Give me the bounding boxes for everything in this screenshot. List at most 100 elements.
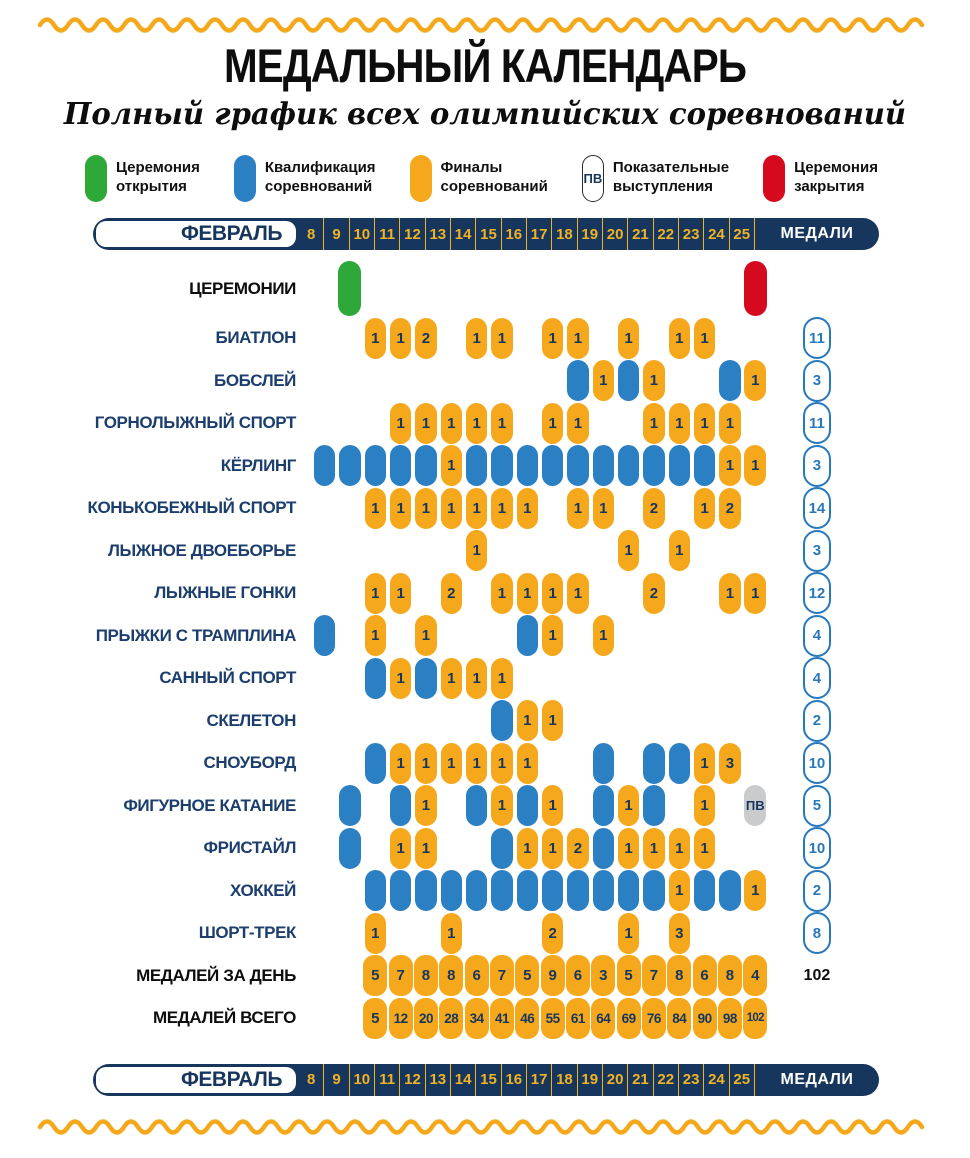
day-header-21: 21: [628, 1063, 654, 1096]
calendar-row: БОБСЛЕЙ 1 1 1 3: [0, 359, 970, 403]
medal-count-badge: 8: [802, 912, 831, 955]
row-label: ШОРТ-ТРЕК: [198, 923, 297, 943]
day-cell-15: [489, 530, 514, 573]
qualification-pill: [364, 742, 387, 784]
day-cell-10: 1: [363, 912, 388, 955]
calendar-row: ФИГУРНОЕ КАТАНИЕ 1 1 1 1 1 ПВ 5: [0, 784, 970, 828]
day-cell-25: [743, 402, 768, 445]
day-cell-18: 1: [565, 487, 590, 530]
medal-count-badge: 3: [802, 444, 831, 487]
day-cell-20: 1: [616, 530, 641, 573]
final-pill: 1: [541, 402, 564, 444]
day-cell-16: 1: [515, 700, 540, 743]
calendar-row: САННЫЙ СПОРТ 1 1 1 1 4: [0, 657, 970, 700]
day-cell-21: 2: [641, 487, 666, 530]
day-cell-10: 5: [363, 997, 388, 1040]
medal-column: 10: [768, 742, 866, 785]
final-pill: 9: [540, 955, 565, 997]
day-cell-11: [388, 530, 413, 573]
day-header-25: 25: [730, 1063, 755, 1096]
day-cell-19: [591, 785, 616, 828]
final-pill: 1: [415, 615, 437, 657]
row-cells: [312, 260, 768, 317]
final-pill: 3: [719, 742, 741, 784]
bottom-wavy-border: [37, 1118, 925, 1135]
day-header-11: 11: [375, 1063, 401, 1096]
calendar-row: МЕДАЛЕЙ ЗА ДЕНЬ 5 7 8 8 6 7 5 9 6 3 5 7 8 6 8 4 102: [0, 955, 970, 998]
day-header-17: 17: [527, 218, 553, 250]
day-cell-13: [439, 530, 464, 573]
day-cell-9: [337, 260, 362, 317]
final-pill: 1: [617, 785, 640, 827]
medals-column-label: МЕДАЛИ: [780, 225, 854, 242]
qualification-pill: [643, 445, 665, 487]
medal-count-badge: 2: [802, 869, 831, 912]
day-cell-23: [692, 700, 717, 743]
row-label: ЛЫЖНЫЕ ГОНКИ: [154, 583, 296, 603]
day-cell-11: 1: [388, 827, 413, 870]
final-pill: 41: [489, 997, 514, 1039]
day-cell-21: [641, 785, 666, 828]
medal-column: 3: [768, 359, 866, 403]
final-pill: 1: [440, 742, 463, 784]
day-cell-17: 1: [540, 615, 565, 658]
day-cell-16: [515, 785, 540, 828]
qualification-pill: [415, 445, 437, 487]
qualification-pill: [516, 785, 539, 827]
day-cell-20: [616, 260, 641, 317]
day-cell-25: [743, 827, 768, 870]
day-cell-8: [312, 402, 337, 445]
final-pill: 6: [692, 955, 717, 997]
day-cell-22: [667, 487, 692, 530]
final-pill: 8: [717, 955, 742, 997]
day-cell-21: 76: [641, 997, 666, 1040]
day-cell-16: [515, 360, 540, 403]
legend-item-opening: Церемония открытия: [85, 154, 200, 202]
medal-column: 12: [768, 572, 866, 615]
day-cell-9: [337, 530, 362, 573]
final-pill: 76: [641, 997, 666, 1039]
medal-column: 14: [768, 487, 866, 530]
day-cell-11: 7: [388, 955, 413, 998]
legend-label: Показательные: [612, 159, 730, 177]
row-cells: 5 12 20 28 34 41 46 55 61 64 69 76 84 90 98 102: [312, 997, 768, 1040]
day-cell-23: [692, 445, 717, 488]
medals-column-label: МЕДАЛИ: [780, 1070, 854, 1088]
day-cell-12: [413, 700, 438, 743]
day-cell-11: [388, 445, 413, 488]
day-cell-11: [388, 360, 413, 403]
day-cell-16: 1: [515, 572, 540, 615]
day-cell-22: 8: [667, 955, 692, 998]
row-label: БОБСЛЕЙ: [214, 370, 296, 390]
day-cell-16: [515, 870, 540, 913]
final-pill: 5: [363, 997, 388, 1039]
day-cell-23: 6: [692, 955, 717, 998]
day-cell-23: [692, 615, 717, 658]
final-pill: 1: [719, 402, 741, 444]
day-cell-22: [667, 615, 692, 658]
day-cell-14: 1: [464, 530, 489, 573]
day-cell-19: [591, 445, 616, 488]
qualification-pill: [364, 657, 387, 699]
day-cell-9: [337, 870, 362, 913]
day-cell-10: 1: [363, 572, 388, 615]
final-pill: 1: [491, 657, 513, 699]
final-pill: 1: [541, 785, 564, 827]
final-pill: 1: [491, 487, 513, 529]
calendar-row: СКЕЛЕТОН 1 1 2: [0, 699, 970, 743]
day-cell-18: 6: [565, 955, 590, 998]
day-cell-23: 1: [692, 402, 717, 445]
day-cell-8: [312, 530, 337, 573]
day-cell-24: 2: [717, 487, 742, 530]
final-pill: 7: [489, 955, 514, 997]
final-pill: 5: [616, 955, 641, 997]
day-cell-24: [717, 657, 742, 700]
day-cell-11: 1: [388, 572, 413, 615]
day-cell-9: [337, 742, 362, 785]
qualification-pill: [668, 742, 690, 784]
day-cell-9: [337, 487, 362, 530]
day-cell-13: 1: [439, 402, 464, 445]
